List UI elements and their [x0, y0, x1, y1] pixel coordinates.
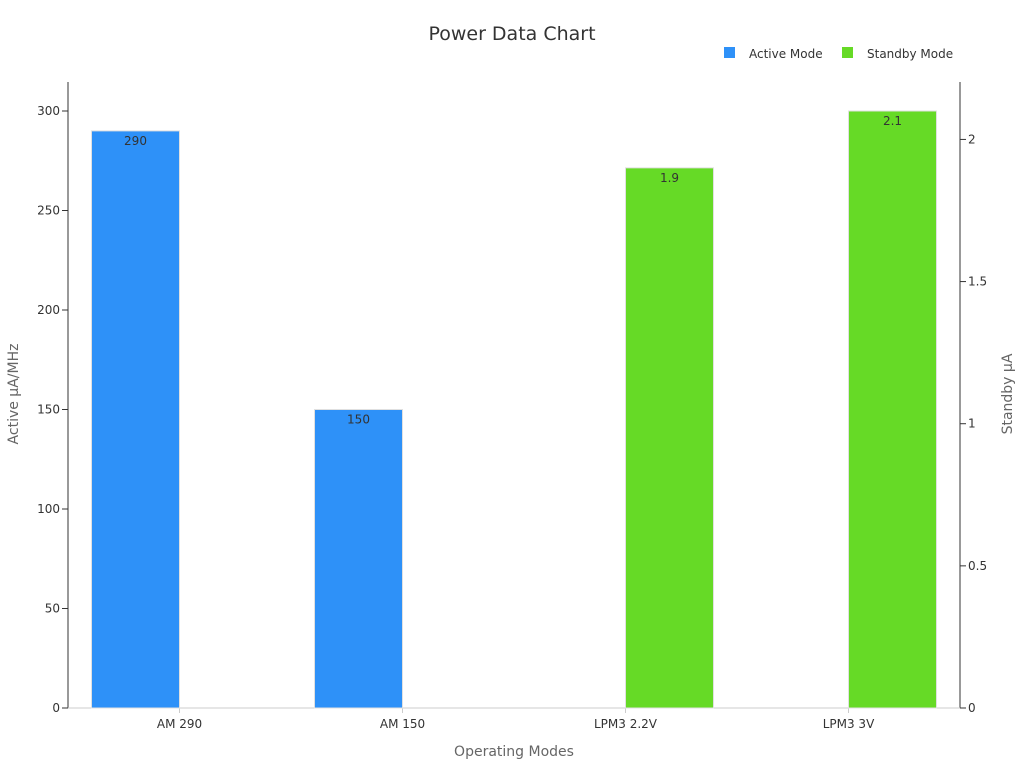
- bar-value-label: 290: [124, 134, 147, 148]
- y-left-tick-label: 200: [37, 303, 60, 317]
- bar: [625, 167, 714, 709]
- x-tick-label: LPM3 2.2V: [594, 717, 658, 731]
- bars: [91, 110, 937, 709]
- x-tick-label: AM 290: [157, 717, 202, 731]
- legend-swatch: [842, 47, 853, 58]
- bar-value-label: 150: [347, 413, 370, 427]
- y-axis-left-title: Active µA/MHz: [6, 344, 22, 445]
- legend-label: Active Mode: [749, 47, 823, 61]
- bar: [314, 409, 403, 709]
- y-left-tick-label: 50: [45, 602, 60, 616]
- y-right-tick-label: 1: [968, 417, 976, 431]
- y-right-tick-label: 0: [968, 701, 976, 715]
- bar-value-label: 2.1: [883, 114, 902, 128]
- y-right-tick-label: 2: [968, 132, 976, 146]
- y-left-tick-label: 0: [52, 701, 60, 715]
- y-axis-right-title: Standby µA: [1000, 353, 1016, 434]
- y-left-tick-label: 300: [37, 104, 60, 118]
- bar: [848, 110, 937, 709]
- y-left-tick-label: 150: [37, 403, 60, 417]
- data-labels: 290 150 1.9 2.1: [124, 114, 902, 427]
- y-right-tick-label: 0.5: [968, 559, 987, 573]
- bar: [91, 130, 180, 709]
- y-right-tick-label: 1.5: [968, 275, 987, 289]
- x-tick-label: AM 150: [380, 717, 425, 731]
- bar-value-label: 1.9: [660, 171, 679, 185]
- legend-swatch: [724, 47, 735, 58]
- legend-label: Standby Mode: [867, 47, 953, 61]
- x-axis-title: Operating Modes: [454, 744, 574, 760]
- y-left-tick-label: 250: [37, 204, 60, 218]
- axes: 0 50 100 150 200 250 300 0 0.5 1 1.5 2 AM 290 AM 150 L…: [37, 82, 987, 731]
- x-tick-label: LPM3 3V: [823, 717, 875, 731]
- y-left-tick-label: 100: [37, 502, 60, 516]
- chart-title: Power Data Chart: [428, 23, 595, 45]
- legend: Active Mode Standby Mode: [724, 47, 953, 61]
